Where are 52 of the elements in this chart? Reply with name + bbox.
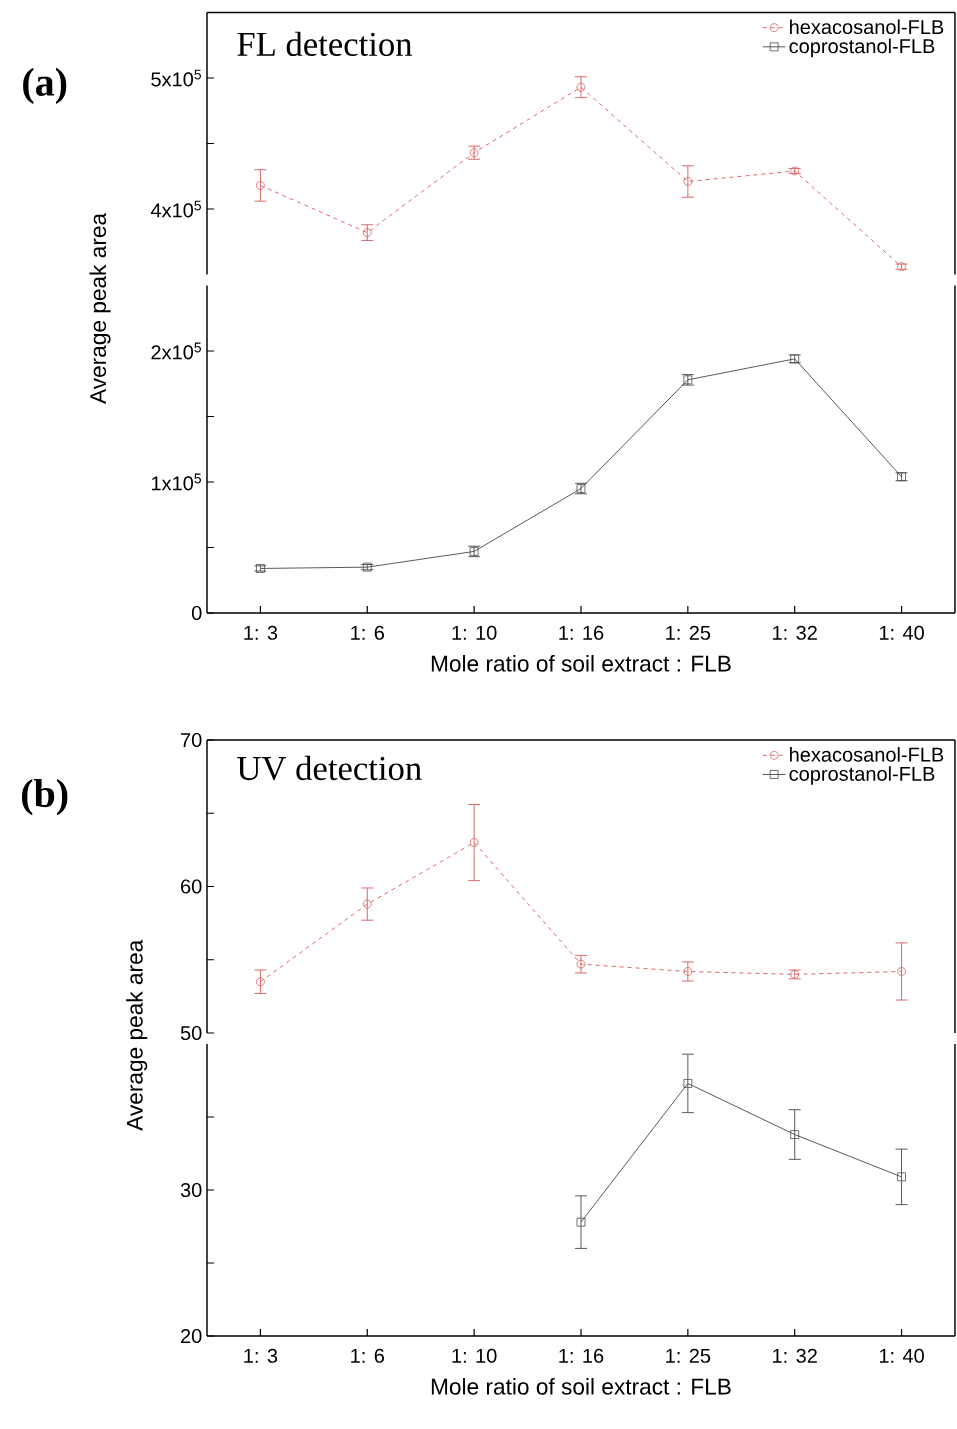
x-tick-label: 1: 3: [244, 1348, 278, 1363]
text: (b): [22, 779, 68, 816]
x-tick-label: 1: 10: [452, 1348, 497, 1363]
y-tick-label: 5x10$^{5}$: [151, 69, 202, 87]
point: [256, 564, 265, 573]
x-tick-label: 1: 32: [773, 1348, 817, 1363]
legend-label: coprostanol-FLB: [789, 766, 935, 785]
x-tick-label: 1: 6: [351, 1348, 384, 1363]
x-tick-label: 1: 10: [452, 625, 497, 640]
point: [362, 228, 372, 237]
point: [576, 82, 586, 92]
y-tick-label: 2x10$^{5}$: [151, 342, 202, 360]
point: [256, 977, 265, 987]
point: [469, 838, 479, 847]
point: [576, 1217, 586, 1227]
y-tick-label: 70: [181, 732, 202, 748]
x-tick-label: 1: 16: [559, 1348, 604, 1363]
point: [897, 967, 906, 976]
y-tick-label: 0: [191, 605, 202, 621]
point: [256, 181, 265, 190]
y-tick-label: 20: [181, 1328, 202, 1344]
x-tick-label: 1: 40: [879, 1348, 924, 1363]
y-tick-label: 30: [180, 1182, 202, 1198]
point: [790, 1130, 800, 1139]
legend-label: hexacosanol-FLB: [790, 19, 944, 35]
text: (a): [23, 67, 67, 105]
legend-label: hexacosanol-FLB: [790, 747, 944, 762]
x-tick-label: 1: 16: [559, 625, 604, 640]
y-tick-label: 60: [181, 879, 202, 894]
chart-title: UV detection: [237, 755, 422, 781]
y-tick-label: 4x10$^{5}$: [150, 200, 202, 218]
point: [683, 967, 693, 976]
x-tick-label: 1: 3: [244, 625, 278, 640]
y-axis-title: Average peak area: [126, 939, 148, 1131]
y-axis-title: Average peak area: [89, 212, 111, 404]
point: [897, 1172, 906, 1182]
x-axis-title: Mole ratio of soil extract : FLB: [431, 1378, 731, 1395]
x-tick-label: 1: 6: [351, 625, 384, 640]
y-tick-label: 1x10$^{5}$: [151, 473, 202, 491]
point: [683, 177, 693, 186]
y-tick-label: 50: [180, 1025, 202, 1041]
point: [897, 262, 906, 272]
chart-title: FL detection: [237, 31, 413, 57]
x-tick-label: 1: 25: [666, 625, 711, 640]
point: [576, 959, 586, 969]
legend-label: coprostanol-FLB: [789, 38, 935, 58]
point: [683, 1079, 693, 1088]
x-axis-title: Mole ratio of soil extract : FLB: [431, 655, 731, 672]
x-tick-label: 1: 25: [666, 1348, 711, 1363]
point: [362, 899, 372, 909]
x-tick-label: 1: 40: [879, 625, 924, 640]
x-tick-label: 1: 32: [773, 625, 817, 640]
